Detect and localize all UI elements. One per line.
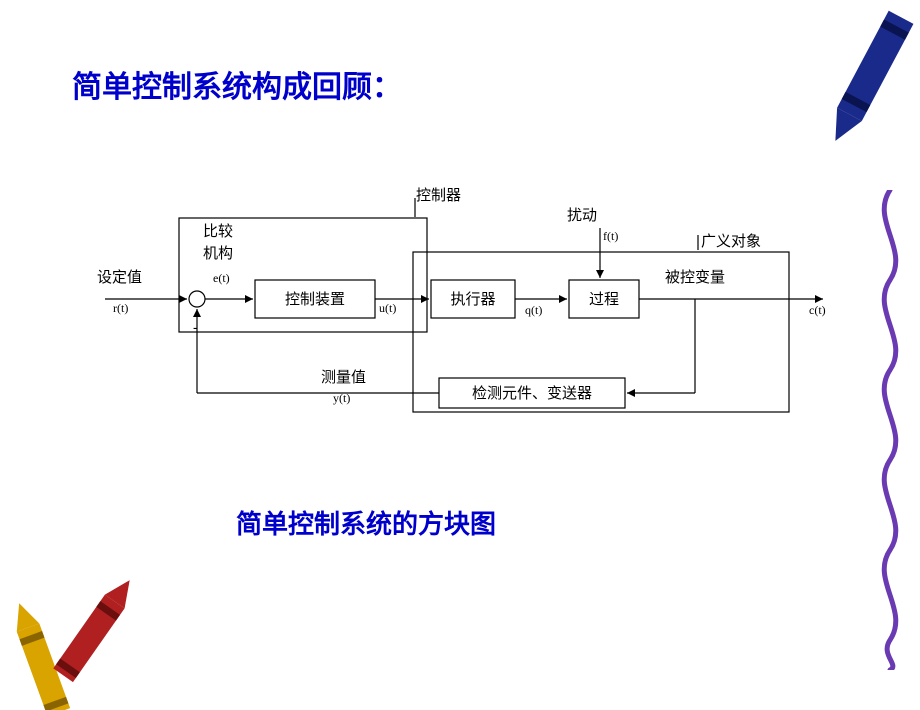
label-compare1: 比较 <box>203 222 233 240</box>
label-minus: - <box>193 320 198 336</box>
crayons-bottom-left <box>0 550 190 710</box>
controlDevice-label: 控制装置 <box>285 291 345 308</box>
label-y_t: y(t) <box>333 391 350 405</box>
label-disturbanceTag: 扰动 <box>567 207 597 224</box>
summing-junction <box>189 291 205 307</box>
block-diagram: 控制装置 执行器 过程检测元件、变送器 控制器扰动广义对象 比较机构设定值 r(t) e(t… <box>75 182 855 452</box>
label-controlledTag: 被控变量 <box>665 269 725 286</box>
label-e_t: e(t) <box>213 271 230 285</box>
label-q_t: q(t) <box>525 303 542 317</box>
label-u_t: u(t) <box>379 301 396 315</box>
process-label: 过程 <box>589 291 619 308</box>
label-f_t: f(t) <box>603 229 618 243</box>
actuator-label: 执行器 <box>450 291 495 308</box>
crayon-top-right <box>810 0 920 170</box>
squiggle-right <box>860 190 920 670</box>
label-controllerTag: 控制器 <box>416 187 461 204</box>
label-setpoint: 设定值 <box>97 269 142 286</box>
sensor-label: 检测元件、变送器 <box>472 385 592 402</box>
caption: 简单控制系统的方块图 <box>236 504 496 541</box>
label-r_t: r(t) <box>113 301 128 315</box>
label-measureTag: 测量值 <box>321 369 366 386</box>
label-c_t: c(t) <box>809 303 826 317</box>
label-plantTag: 广义对象 <box>701 233 761 250</box>
page-title: 简单控制系统构成回顾： <box>72 62 402 106</box>
label-compare2: 机构 <box>203 245 233 262</box>
